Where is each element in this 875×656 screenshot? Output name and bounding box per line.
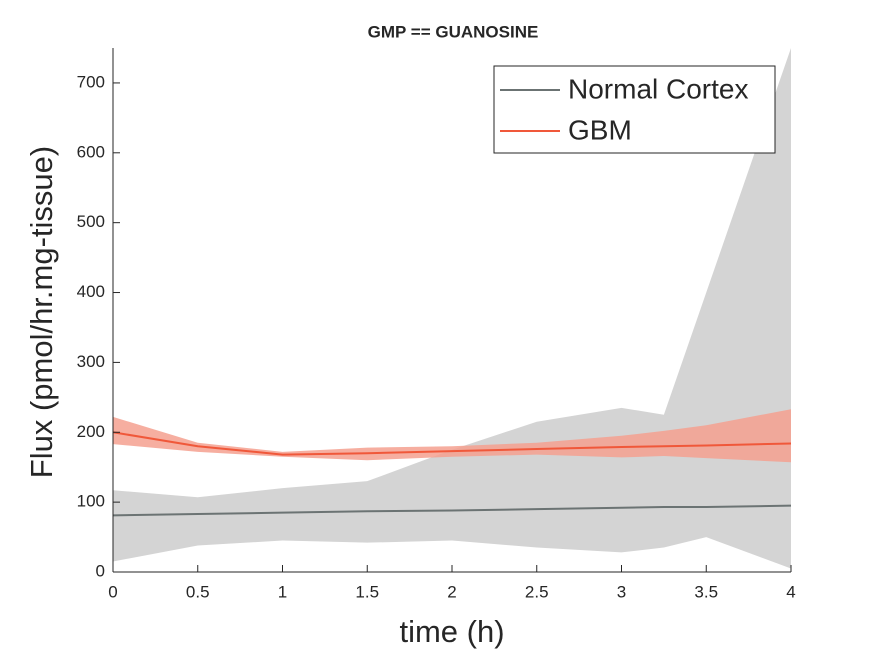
y-tick-label: 500 [77, 212, 105, 231]
x-tick-label: 1.5 [355, 582, 379, 601]
y-tick-label: 600 [77, 142, 105, 161]
y-tick-label: 400 [77, 282, 105, 301]
y-tick-label: 200 [77, 422, 105, 441]
x-tick-label: 0.5 [186, 582, 210, 601]
x-tick-label: 0 [108, 582, 117, 601]
legend-label: GBM [568, 114, 632, 145]
legend-label: Normal Cortex [568, 73, 748, 104]
legend: Normal Cortex GBM [493, 65, 776, 154]
confidence-band [113, 409, 791, 463]
y-tick-label: 700 [77, 72, 105, 91]
x-tick-label: 1 [278, 582, 287, 601]
x-tick-label: 2 [447, 582, 456, 601]
y-axis-label: Flux (pmol/hr.mg-tissue) [24, 146, 59, 478]
y-tick-label: 0 [96, 561, 105, 580]
legend-box [493, 65, 776, 154]
x-axis-label: time (h) [399, 614, 504, 649]
plot-area: 0 100 200 300 400 500 600 700 0 0.5 1 1.5 2 2.5 3 3.5 4 N… [77, 48, 796, 601]
x-tick-label: 3.5 [694, 582, 718, 601]
series-line [112, 504, 792, 517]
y-tick-label: 300 [77, 352, 105, 371]
series-line [112, 431, 792, 456]
x-tick-label: 3 [617, 582, 626, 601]
x-tick-label: 2.5 [525, 582, 549, 601]
chart-title: GMP == GUANOSINE [368, 22, 539, 41]
x-tick-label: 4 [786, 582, 795, 601]
y-tick-label: 100 [77, 492, 105, 511]
